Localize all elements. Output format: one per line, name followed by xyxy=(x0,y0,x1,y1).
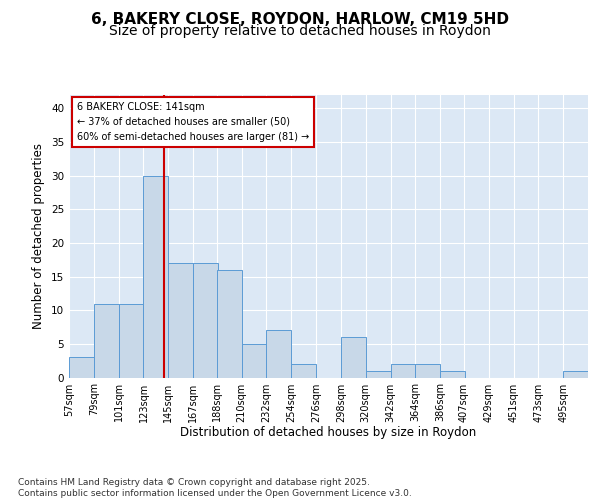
Text: Size of property relative to detached houses in Roydon: Size of property relative to detached ho… xyxy=(109,24,491,38)
Bar xyxy=(391,364,415,378)
X-axis label: Distribution of detached houses by size in Roydon: Distribution of detached houses by size … xyxy=(181,426,476,439)
Text: 6, BAKERY CLOSE, ROYDON, HARLOW, CM19 5HD: 6, BAKERY CLOSE, ROYDON, HARLOW, CM19 5H… xyxy=(91,12,509,28)
Y-axis label: Number of detached properties: Number of detached properties xyxy=(32,143,46,329)
Bar xyxy=(242,344,266,378)
Bar xyxy=(94,304,119,378)
Bar xyxy=(366,371,391,378)
Bar xyxy=(266,330,291,378)
Bar xyxy=(143,176,168,378)
Bar xyxy=(563,371,588,378)
Text: Contains HM Land Registry data © Crown copyright and database right 2025.
Contai: Contains HM Land Registry data © Crown c… xyxy=(18,478,412,498)
Bar xyxy=(69,358,94,378)
Bar xyxy=(440,371,465,378)
Bar xyxy=(415,364,440,378)
Bar xyxy=(168,263,193,378)
Bar xyxy=(341,337,366,378)
Bar xyxy=(291,364,316,378)
Bar xyxy=(193,263,218,378)
Text: 6 BAKERY CLOSE: 141sqm
← 37% of detached houses are smaller (50)
60% of semi-det: 6 BAKERY CLOSE: 141sqm ← 37% of detached… xyxy=(77,102,309,142)
Bar xyxy=(119,304,143,378)
Bar xyxy=(217,270,242,378)
